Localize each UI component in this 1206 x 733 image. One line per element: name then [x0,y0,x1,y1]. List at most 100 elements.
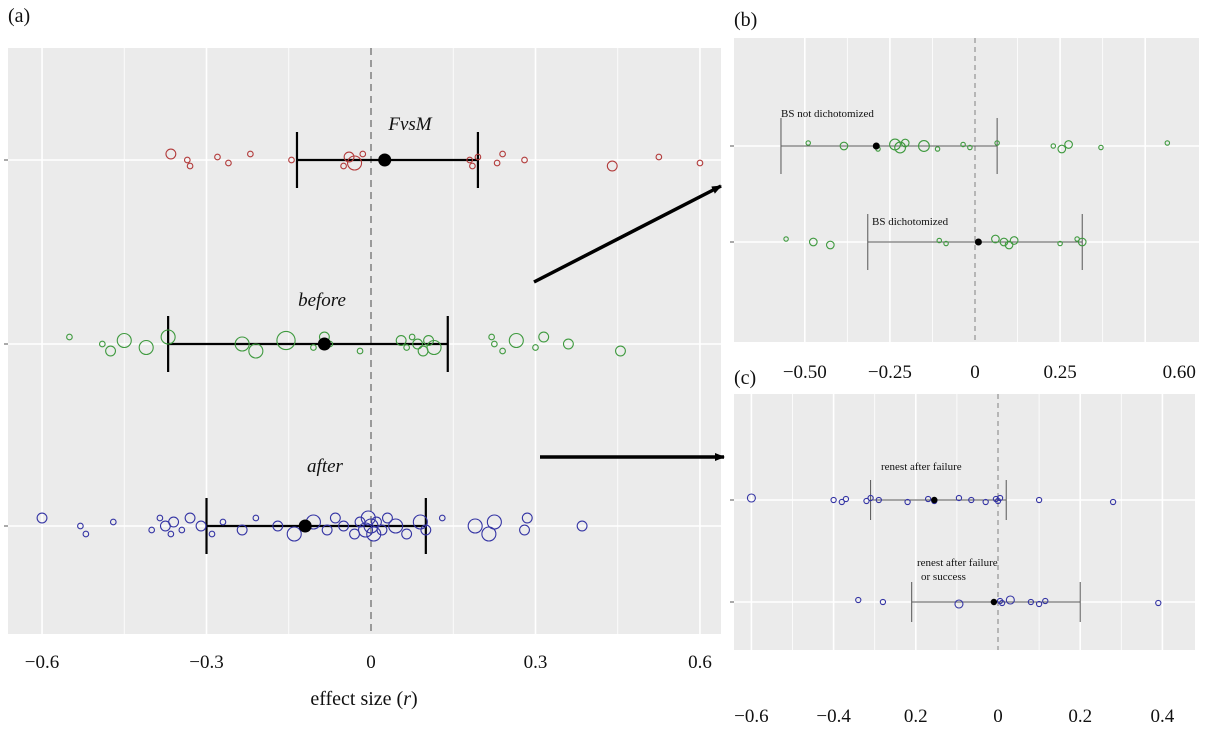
effect-point [160,329,176,345]
effect-point [955,494,963,502]
effect-point [167,530,175,538]
effect-point [1057,144,1067,154]
effect-point [366,526,382,542]
panel-b-label: (b) [734,9,757,31]
effect-point [904,498,911,506]
x-tick-label: 0.2 [904,706,928,727]
effect-point [360,510,376,526]
effect-point [363,518,379,534]
effect-point [474,153,482,161]
effect-point [156,514,164,522]
effect-point [371,516,382,528]
effect-point [917,140,930,152]
effect-point [499,150,506,158]
x-tick-label: −0.25 [868,362,912,383]
effect-point [488,333,495,341]
effect-point [805,140,811,146]
effect-point [783,236,789,242]
panel-b-marks [780,118,1171,270]
panel-a-label: (a) [8,5,30,27]
effect-point [148,526,156,534]
panel-a: FvsM before after −0.6 −0.3 0 0.3 0.6 effect… [4,48,721,710]
mean-point [990,598,998,606]
effect-point [900,138,910,148]
effect-point [521,512,533,524]
x-tick-label: 0.4 [1151,706,1175,727]
x-tick-label: 0 [970,362,980,383]
x-tick-label: 0.2 [1068,706,1092,727]
effect-point [1009,236,1019,245]
effect-point [395,335,407,346]
panel-c-marks [746,480,1162,622]
mean-point [317,337,331,351]
effect-point [521,156,528,164]
effect-point [879,598,887,606]
effect-point [508,332,524,349]
effect-point [538,331,550,343]
effect-point [236,524,248,536]
effect-point [519,524,530,536]
effect-point [982,498,989,506]
panel-c-series-label-bottom-1: renest after failure [917,557,998,569]
effect-point [338,520,350,532]
effect-point [420,524,432,536]
panel-a-background [8,48,721,634]
x-tick-label: −0.3 [189,652,223,673]
effect-point [1035,496,1043,504]
x-tick-label: −0.4 [816,706,851,727]
effect-point [998,599,1006,607]
panel-b: BS not dichotomized BS dichotomized −0.5… [730,38,1199,383]
panel-a-series-label-after: after [307,456,343,477]
panel-b-grid [730,38,1199,342]
effect-point [66,333,73,341]
effect-point [839,141,849,151]
panel-a-xlabel-var: r [403,688,411,710]
panel-c-series-label-top: renest after failure [881,461,962,473]
effect-point [1005,595,1015,605]
panel-a-xlabel-main: effect size ( [310,688,403,710]
effect-point [1057,240,1063,247]
x-tick-label: 0.6 [688,652,712,673]
panel-a-marks [36,132,704,554]
x-tick-label: 0.3 [524,652,548,673]
effect-point [165,148,177,160]
effect-point [401,528,413,540]
effect-point [286,526,302,542]
effect-point [381,512,393,524]
effect-point [994,140,1000,146]
mean-point [974,238,982,246]
effect-point [234,336,250,352]
effect-point [469,162,476,170]
effect-point [98,340,106,348]
effect-point [1155,599,1162,607]
effect-point [183,156,191,164]
mean-point [872,142,880,150]
x-tick-label: 0 [366,652,376,673]
effect-point [357,522,374,538]
effect-point [247,150,254,158]
effect-point [208,530,216,538]
x-tick-label: −0.6 [734,706,768,727]
effect-point [272,520,284,532]
effect-point [467,518,483,534]
effect-point [842,495,850,503]
effect-point [1164,140,1171,146]
effect-point [340,162,347,170]
effect-point [576,520,588,532]
effect-point [1042,597,1049,605]
effect-point [438,514,446,522]
effect-point [967,144,973,151]
effect-point [493,159,501,167]
effect-point [195,520,207,532]
effect-point [606,160,618,172]
effect-point [214,153,221,161]
effect-point [36,512,48,524]
effect-point [808,237,818,247]
effect-point [109,518,117,526]
effect-point [999,237,1009,247]
panel-a-series-label-fvsm: FvsM [387,114,432,135]
effect-point [376,524,388,536]
effect-point [252,514,260,522]
effect-point [388,518,404,534]
